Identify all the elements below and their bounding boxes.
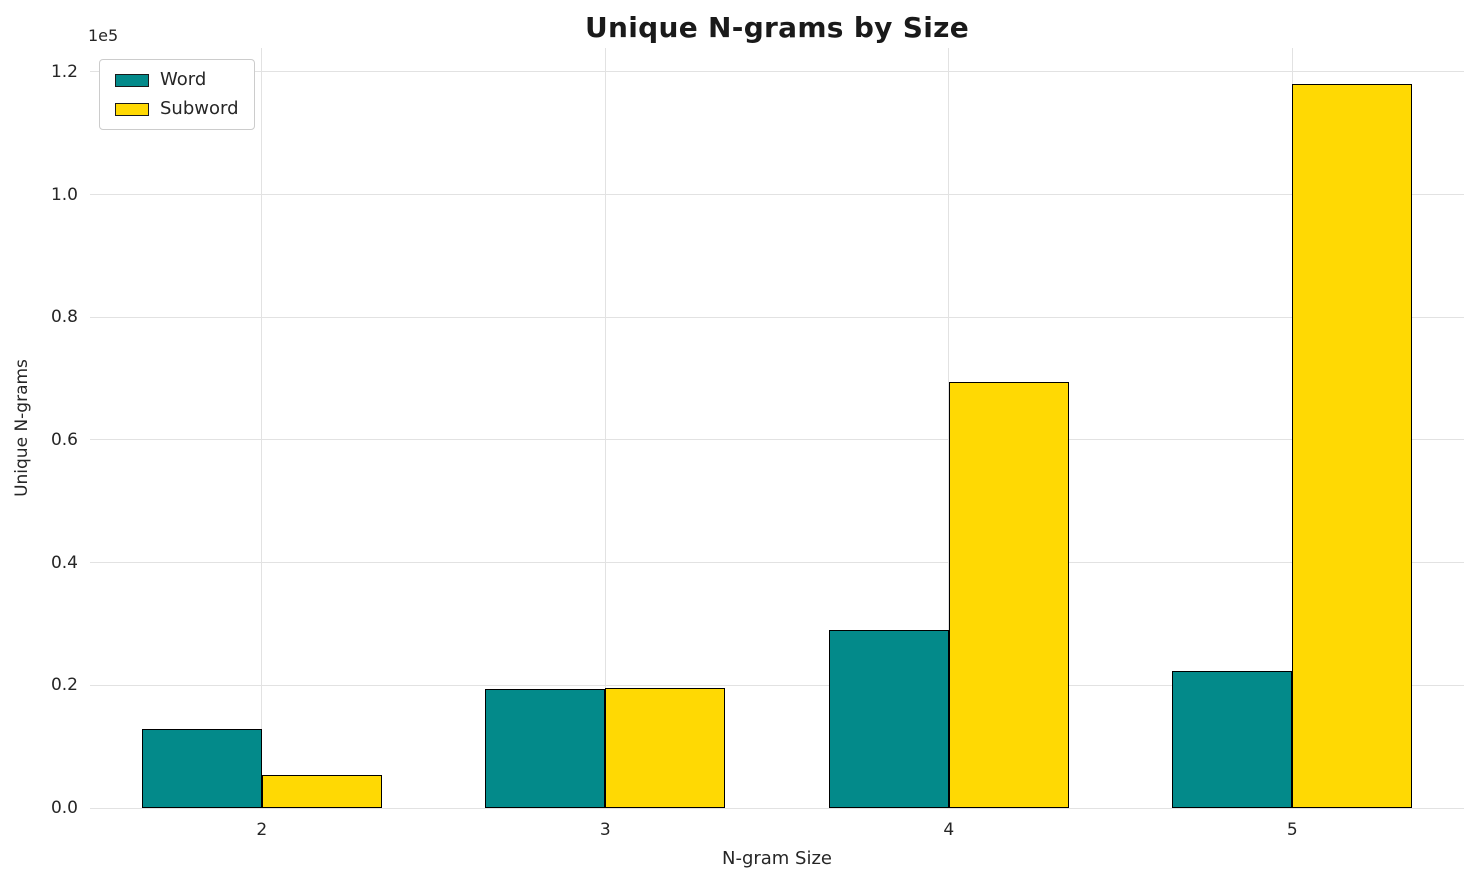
gridline-vertical: [604, 48, 606, 808]
x-tick-label: 4: [943, 820, 955, 840]
gridline-horizontal: [90, 807, 1464, 809]
plot-area: Word Subword 0.0 0.2 0.4 0.6 0.8 1.0 1.2 2 3 4 5: [51, 48, 1464, 840]
gridline-horizontal: [90, 316, 1464, 318]
bar-subword-5: [1292, 83, 1413, 808]
legend-label-subword: Subword: [160, 98, 239, 119]
bar-word-5: [1172, 671, 1293, 808]
legend-swatch-word: [115, 73, 149, 87]
y-tick-label: 0.6: [50, 429, 78, 450]
x-axis-label: N-gram Size: [721, 848, 833, 869]
y-axis-label: Unique N-grams: [12, 359, 32, 497]
gridline-horizontal: [90, 439, 1464, 441]
y-tick-label: 1.0: [50, 184, 78, 205]
legend-item-subword: Subword: [115, 100, 239, 118]
y-tick-label: 0.2: [50, 675, 78, 696]
bar-subword-4: [948, 381, 1069, 808]
legend-item-word: Word: [115, 71, 239, 89]
legend: Word Subword: [99, 59, 255, 130]
y-tick-label: 1.2: [50, 61, 78, 82]
x-tick-label: 5: [1286, 820, 1298, 840]
x-tick-label: 3: [599, 820, 611, 840]
x-tick-label: 2: [256, 820, 268, 840]
y-tick-label: 0.8: [50, 307, 78, 328]
bar-subword-3: [605, 688, 726, 808]
bar-word-2: [141, 728, 262, 808]
chart-title: Unique N-grams by Size: [584, 11, 970, 44]
legend-swatch-subword: [115, 102, 149, 116]
bar-word-4: [828, 629, 949, 808]
y-tick-label: 0.4: [50, 552, 78, 573]
gridline-horizontal: [90, 684, 1464, 686]
y-axis-offset-text: 1e5: [88, 26, 119, 45]
gridline-horizontal: [90, 71, 1464, 73]
gridline-horizontal: [90, 562, 1464, 564]
legend-label-word: Word: [160, 69, 207, 90]
bar-word-3: [485, 689, 606, 808]
gridline-vertical: [261, 48, 263, 808]
bar-subword-2: [261, 774, 382, 808]
y-tick-label: 0.0: [50, 798, 78, 818]
gridline-horizontal: [90, 194, 1464, 196]
